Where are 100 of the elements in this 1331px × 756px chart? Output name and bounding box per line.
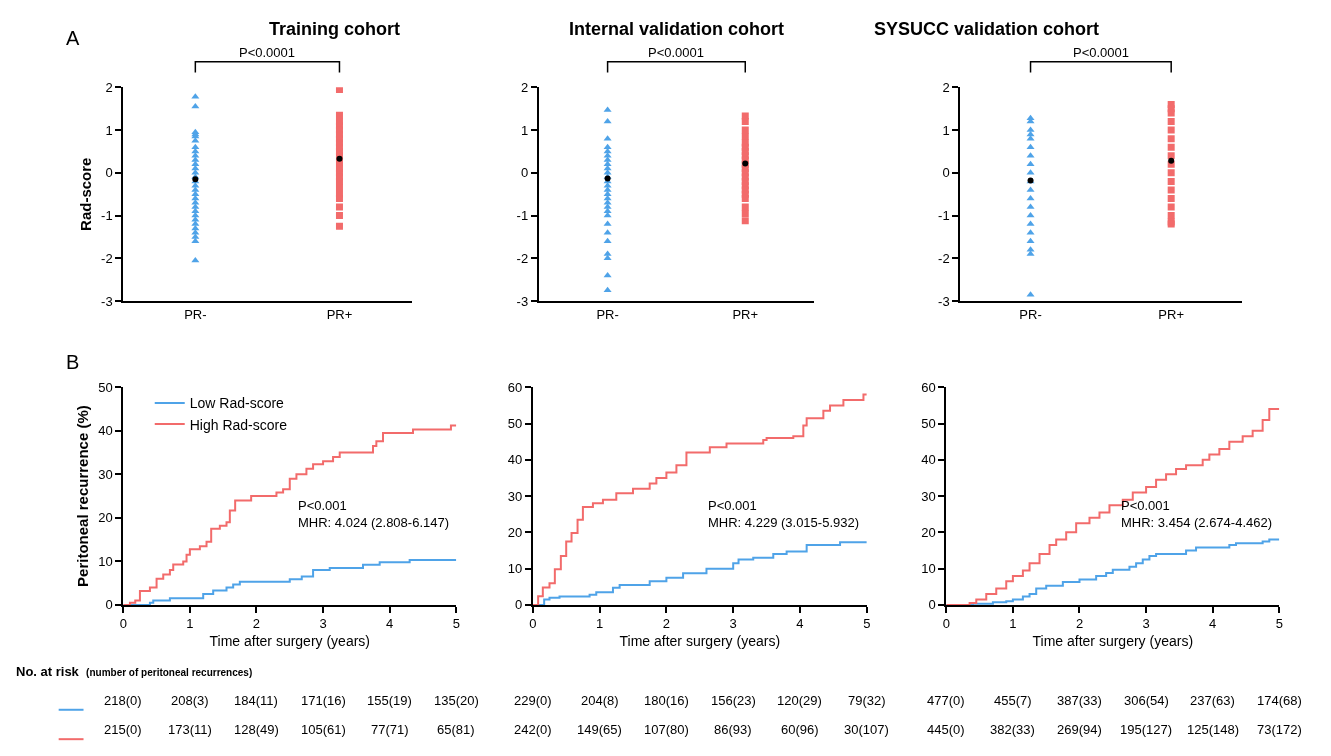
text: 30(107): [844, 722, 889, 737]
text: 195(127): [1120, 722, 1173, 737]
y-tick-label: -1: [938, 208, 950, 224]
text: 174(68): [1257, 693, 1302, 708]
y-tick-label: 60: [507, 379, 523, 395]
y-tick-label: 2: [520, 79, 529, 95]
y-axis-title: Rad-score: [76, 157, 94, 231]
x-tick-label: 3: [319, 616, 327, 632]
y-tick-label: 10: [921, 561, 936, 577]
text: 65(81): [437, 722, 475, 737]
y-tick-label: -3: [938, 293, 950, 309]
x-tick-label: 5: [863, 616, 871, 632]
text: 77(71): [371, 722, 409, 737]
text: 149(65): [577, 722, 622, 737]
y-tick-label: 60: [921, 379, 936, 395]
y-tick-label: 50: [507, 416, 523, 432]
y-tick-label: 40: [98, 423, 113, 439]
y-tick-label: -1: [516, 208, 529, 224]
x-tick-label: 4: [796, 616, 804, 632]
y-tick-label: 0: [520, 165, 529, 181]
x-axis-title: Time after surgery (years): [1032, 633, 1194, 650]
text: 208(3): [171, 693, 209, 708]
text: 155(19): [367, 693, 412, 708]
x-tick-label: PR+: [1158, 306, 1185, 322]
y-tick-label: 20: [98, 510, 113, 526]
annotation: P<0.001 MHR: 3.454 (2.674-4.462): [1121, 498, 1273, 530]
y-tick-label: -1: [101, 208, 113, 224]
text: 105(61): [301, 722, 346, 737]
x-tick-label: 5: [1275, 616, 1283, 632]
y-axis-title: Peritoneal recurrence (%): [73, 405, 91, 587]
y-tick-label: 1: [105, 122, 113, 138]
text: A: [66, 27, 80, 49]
y-tick-label: 30: [507, 488, 523, 504]
y-tick-label: 0: [105, 165, 113, 181]
text: (number of peritoneal recurrences): [86, 667, 253, 678]
y-tick-label: 50: [98, 379, 113, 395]
text: 180(16): [644, 693, 689, 708]
y-tick-label: 30: [921, 488, 936, 504]
x-tick-label: 2: [1075, 616, 1084, 632]
text: 218(0): [104, 693, 142, 708]
y-tick-label: 2: [105, 79, 113, 95]
x-tick-label: PR+: [326, 306, 353, 322]
x-tick-label: 1: [595, 616, 604, 632]
legend-label: Low Rad-score: [189, 395, 285, 412]
annotation: P<0.001 MHR: 4.229 (3.015-5.932): [708, 498, 860, 530]
text: 79(32): [848, 693, 886, 708]
text: 135(20): [434, 693, 479, 708]
text: 156(23): [711, 693, 756, 708]
text: No. at risk: [16, 664, 80, 679]
text: 229(0): [514, 693, 552, 708]
y-tick-label: -3: [516, 293, 529, 309]
y-tick-label: 10: [98, 553, 113, 569]
text: 242(0): [514, 722, 552, 737]
x-tick-label: 4: [1209, 616, 1217, 632]
x-tick-label: 2: [662, 616, 671, 632]
y-tick-label: 20: [507, 524, 523, 540]
y-tick-label: 0: [928, 597, 936, 613]
x-tick-label: PR+: [732, 306, 759, 322]
y-tick-label: 0: [942, 165, 950, 181]
y-tick-label: 1: [520, 122, 529, 138]
text: 120(29): [777, 693, 822, 708]
y-tick-label: -2: [938, 250, 950, 266]
x-tick-label: 1: [1009, 616, 1017, 632]
text: P<0.0001: [648, 45, 705, 60]
y-tick-label: 50: [921, 416, 936, 432]
text: 215(0): [104, 722, 142, 737]
x-tick-label: PR-: [184, 306, 207, 322]
text: 128(49): [234, 722, 279, 737]
x-tick-label: 2: [252, 616, 261, 632]
x-axis-title: Time after surgery (years): [619, 633, 781, 650]
text: 445(0): [927, 722, 965, 737]
x-tick-label: 3: [1142, 616, 1150, 632]
text: B: [66, 351, 80, 373]
legend-label: High Rad-score: [189, 416, 288, 433]
text: 73(172): [1257, 722, 1302, 737]
text: 382(33): [990, 722, 1035, 737]
chart-title: Training cohort: [269, 19, 401, 39]
x-tick-label: 3: [729, 616, 737, 632]
text: 306(54): [1124, 693, 1169, 708]
y-tick-label: -2: [101, 250, 113, 266]
text: 171(16): [301, 693, 346, 708]
text: 387(33): [1057, 693, 1102, 708]
x-tick-label: PR-: [596, 306, 619, 322]
text: 204(8): [581, 693, 619, 708]
text: 107(80): [644, 722, 689, 737]
y-tick-label: 0: [105, 597, 113, 613]
chart-title: Internal validation cohort: [569, 19, 785, 39]
text: 184(11): [234, 693, 278, 708]
x-tick-label: 5: [452, 616, 460, 632]
text: 455(7): [994, 693, 1032, 708]
text: 86(93): [714, 722, 752, 737]
text: 60(96): [781, 722, 819, 737]
x-tick-label: 1: [186, 616, 194, 632]
y-tick-label: -3: [101, 293, 113, 309]
y-tick-label: 0: [514, 597, 523, 613]
text: P<0.0001: [1073, 45, 1130, 60]
y-tick-label: -2: [516, 250, 529, 266]
chart-title: SYSUCC validation cohort: [874, 19, 1100, 39]
y-tick-label: 10: [507, 561, 523, 577]
text: 173(11): [168, 722, 212, 737]
